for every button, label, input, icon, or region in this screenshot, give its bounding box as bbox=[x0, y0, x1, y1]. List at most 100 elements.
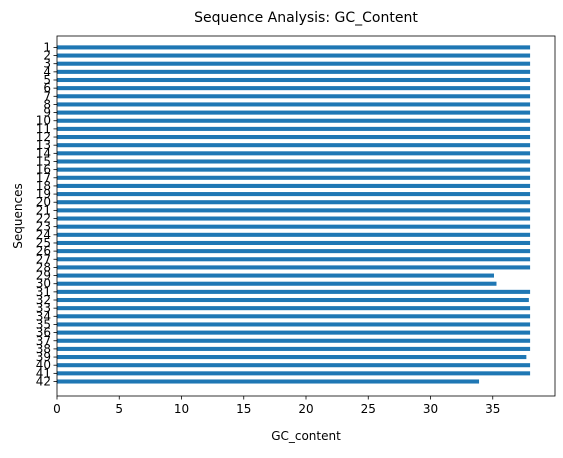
y-tick-label: 25 bbox=[36, 236, 51, 250]
y-tick-label: 6 bbox=[43, 81, 51, 95]
bar-38 bbox=[57, 346, 531, 351]
bar-29 bbox=[57, 273, 494, 278]
y-tick-label: 11 bbox=[36, 122, 51, 136]
y-tick-label: 24 bbox=[36, 228, 51, 242]
bar-33 bbox=[57, 306, 531, 311]
y-tick-label: 17 bbox=[36, 171, 51, 185]
y-tick-label: 10 bbox=[36, 114, 51, 128]
y-tick-label: 28 bbox=[36, 260, 51, 274]
y-tick-label: 42 bbox=[36, 375, 51, 389]
bar-37 bbox=[57, 338, 531, 343]
y-tick-label: 9 bbox=[43, 106, 51, 120]
y-tick-label: 36 bbox=[36, 326, 51, 340]
bar-18 bbox=[57, 183, 531, 188]
bar-9 bbox=[57, 110, 531, 115]
x-tick-label: 0 bbox=[53, 402, 61, 416]
bar-21 bbox=[57, 208, 531, 213]
bar-7 bbox=[57, 94, 531, 99]
x-tick-label: 20 bbox=[298, 402, 313, 416]
y-tick-label: 1 bbox=[43, 40, 51, 54]
y-tick-label: 15 bbox=[36, 154, 51, 168]
bar-4 bbox=[57, 69, 531, 74]
bar-10 bbox=[57, 118, 531, 123]
bar-23 bbox=[57, 224, 531, 229]
y-tick-label: 38 bbox=[36, 342, 51, 356]
y-tick-label: 4 bbox=[43, 65, 51, 79]
y-axis-ticks: 1234567891011121314151617181920212223242… bbox=[36, 40, 57, 389]
x-axis-ticks: 0 5 10 15 20 25 30 35 bbox=[53, 396, 500, 416]
y-tick-label: 31 bbox=[36, 285, 51, 299]
bar-16 bbox=[57, 167, 531, 172]
bar-6 bbox=[57, 86, 531, 91]
bar-14 bbox=[57, 151, 531, 156]
y-tick-label: 37 bbox=[36, 334, 51, 348]
y-tick-label: 19 bbox=[36, 187, 51, 201]
bar-12 bbox=[57, 134, 531, 140]
y-tick-label: 32 bbox=[36, 293, 51, 307]
x-tick-label: 25 bbox=[361, 402, 376, 416]
y-tick-label: 22 bbox=[36, 212, 51, 226]
bar-26 bbox=[57, 249, 531, 254]
y-tick-label: 35 bbox=[36, 317, 51, 331]
bar-17 bbox=[57, 175, 531, 180]
x-tick-label: 30 bbox=[423, 402, 438, 416]
bar-13 bbox=[57, 143, 531, 148]
bar-3 bbox=[57, 61, 531, 66]
bar-39 bbox=[57, 355, 527, 360]
bar-8 bbox=[57, 102, 531, 107]
y-tick-label: 7 bbox=[43, 89, 51, 103]
y-tick-label: 26 bbox=[36, 244, 51, 258]
bar-24 bbox=[57, 232, 531, 237]
x-tick-label: 15 bbox=[236, 402, 251, 416]
bar-28 bbox=[57, 265, 531, 270]
bar-1 bbox=[57, 45, 531, 50]
y-tick-label: 8 bbox=[43, 97, 51, 111]
bar-22 bbox=[57, 216, 531, 221]
x-tick-label: 35 bbox=[485, 402, 500, 416]
y-tick-label: 20 bbox=[36, 195, 51, 209]
x-tick-label: 5 bbox=[115, 402, 123, 416]
bar-41 bbox=[57, 371, 531, 376]
bar-27 bbox=[57, 257, 531, 262]
bar-25 bbox=[57, 240, 531, 246]
plot-frame bbox=[56, 35, 556, 397]
y-tick-label: 2 bbox=[43, 49, 51, 63]
bar-31 bbox=[57, 289, 531, 294]
bar-36 bbox=[57, 330, 531, 335]
bar-35 bbox=[57, 322, 531, 327]
x-axis-label: GC_content bbox=[271, 429, 341, 443]
bar-2 bbox=[57, 53, 531, 58]
y-tick-label: 29 bbox=[36, 269, 51, 283]
y-tick-label: 16 bbox=[36, 163, 51, 177]
y-tick-label: 39 bbox=[36, 350, 51, 364]
y-tick-label: 21 bbox=[36, 203, 51, 217]
y-tick-label: 14 bbox=[36, 146, 51, 160]
bar-40 bbox=[57, 363, 531, 368]
y-tick-label: 40 bbox=[36, 358, 51, 372]
y-tick-label: 30 bbox=[36, 277, 51, 291]
bars-group bbox=[57, 45, 531, 384]
y-tick-label: 13 bbox=[36, 138, 51, 152]
y-axis-label: Sequences bbox=[11, 183, 25, 248]
bar-30 bbox=[57, 281, 497, 286]
bar-15 bbox=[57, 159, 531, 164]
y-tick-label: 3 bbox=[43, 57, 51, 71]
bar-19 bbox=[57, 192, 531, 197]
y-tick-label: 34 bbox=[36, 309, 51, 323]
bar-32 bbox=[57, 297, 529, 303]
y-tick-label: 5 bbox=[43, 73, 51, 87]
bar-11 bbox=[57, 126, 531, 131]
bar-42 bbox=[57, 379, 480, 384]
y-tick-label: 23 bbox=[36, 220, 51, 234]
y-tick-label: 27 bbox=[36, 252, 51, 266]
y-tick-label: 33 bbox=[36, 301, 51, 315]
chart-title: Sequence Analysis: GC_Content bbox=[194, 10, 418, 26]
bar-34 bbox=[57, 314, 531, 319]
y-tick-label: 41 bbox=[36, 366, 51, 380]
bar-5 bbox=[57, 77, 531, 83]
bar-20 bbox=[57, 200, 531, 205]
y-tick-label: 12 bbox=[36, 130, 51, 144]
y-tick-label: 18 bbox=[36, 179, 51, 193]
